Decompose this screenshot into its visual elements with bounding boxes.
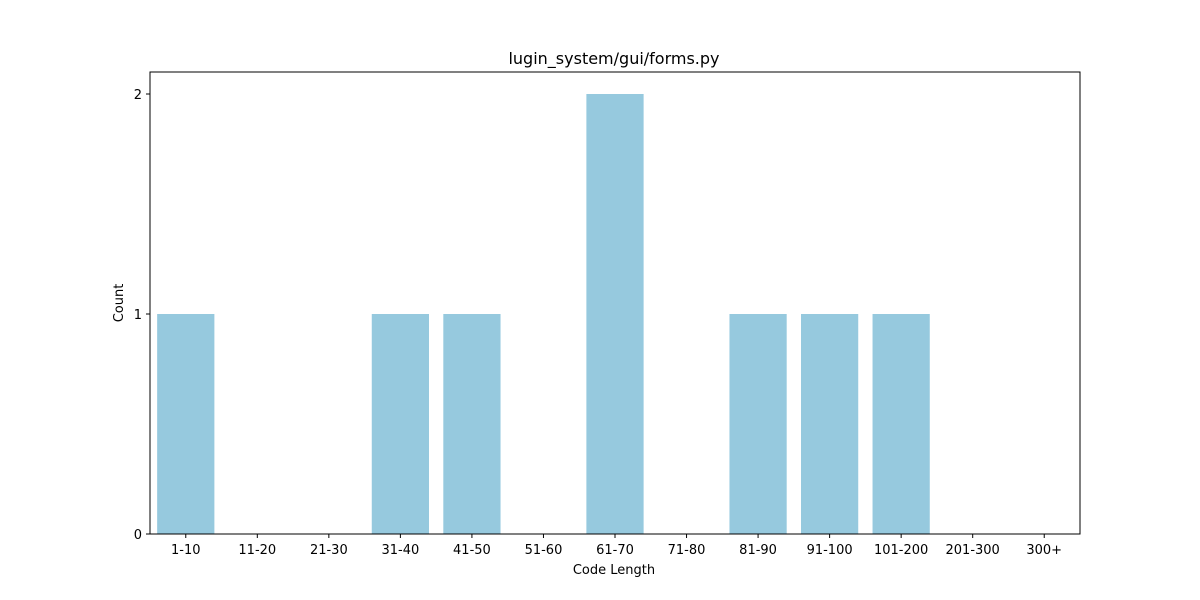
x-tick-label: 61-70 <box>596 543 634 558</box>
x-axis: 1-10 11-20 21-30 31-40 41-50 51-60 61-70 71-80 8… <box>171 534 1062 558</box>
x-tick-label: 1-10 <box>171 543 201 558</box>
y-axis: 0 1 2 <box>134 88 150 543</box>
x-axis-label: Code Length <box>573 563 655 578</box>
bars-group <box>157 94 930 534</box>
bar-31-40 <box>371 314 429 534</box>
x-tick-label: 11-20 <box>238 543 276 558</box>
bar-41-50 <box>443 314 501 534</box>
bar-81-90 <box>729 314 787 534</box>
x-tick-label: 51-60 <box>525 543 563 558</box>
bar-61-70 <box>586 94 644 534</box>
bar-101-200 <box>872 314 930 534</box>
x-tick-label: 201-300 <box>946 543 1000 558</box>
x-tick-label: 81-90 <box>739 543 777 558</box>
chart-title: lugin_system/gui/forms.py <box>508 49 719 69</box>
y-tick-label: 2 <box>134 88 142 103</box>
x-tick-label: 300+ <box>1026 543 1062 558</box>
x-tick-label: 31-40 <box>381 543 419 558</box>
x-tick-label: 41-50 <box>453 543 491 558</box>
y-axis-label: Count <box>112 284 127 323</box>
x-tick-label: 91-100 <box>807 543 853 558</box>
bar-1-10 <box>157 314 215 534</box>
x-tick-label: 71-80 <box>668 543 706 558</box>
x-tick-label: 101-200 <box>874 543 928 558</box>
x-tick-label: 21-30 <box>310 543 348 558</box>
y-tick-label: 1 <box>134 308 142 323</box>
bar-91-100 <box>801 314 859 534</box>
y-tick-label: 0 <box>134 528 142 543</box>
